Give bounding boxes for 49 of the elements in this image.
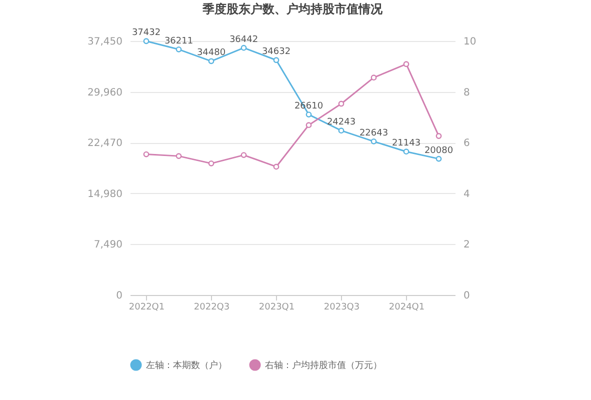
chart-title: 季度股东户数、户均持股市值情况: [202, 2, 384, 16]
point: [338, 128, 344, 134]
x-tick-label: 2023Q3: [324, 302, 360, 312]
point: [273, 164, 280, 170]
point: [240, 44, 247, 51]
legend-label: 左轴：本期数（户）: [146, 360, 227, 371]
y-tick-label: 29,960: [88, 87, 122, 98]
point: [338, 100, 344, 107]
data-label: 34632: [262, 47, 291, 58]
point: [436, 156, 442, 162]
data-label: 37432: [132, 28, 161, 38]
data-label: 34480: [196, 48, 226, 58]
point: [240, 152, 247, 158]
point: [370, 138, 377, 144]
x-tick-label: 2022Q3: [194, 302, 230, 312]
point: [403, 148, 410, 155]
x-tick-label: 2023Q1: [258, 302, 295, 312]
y2-tick-label: 2: [464, 240, 470, 251]
data-label: 36442: [229, 34, 258, 45]
point: [208, 160, 214, 166]
point: [176, 153, 182, 159]
y-tick-label: 22,470: [88, 138, 122, 150]
point: [273, 57, 280, 64]
point: [370, 74, 377, 81]
y-tick-label: 37,450: [88, 36, 122, 48]
point: [306, 112, 312, 118]
point: [436, 133, 442, 139]
y2-tick-label: 8: [464, 87, 470, 98]
point: [176, 46, 182, 52]
point: [306, 122, 312, 128]
y2-tick-label: 6: [464, 138, 470, 150]
data-label: 36211: [164, 36, 194, 46]
point: [403, 61, 410, 68]
point: [143, 38, 150, 44]
point: [208, 58, 214, 64]
legend-label: 右轴：户均持股市值（万元）: [265, 360, 382, 371]
point: [143, 151, 150, 158]
data-label: 20080: [424, 146, 454, 156]
x-tick-label: 2022Q1: [128, 302, 165, 312]
data-label: 22643: [359, 128, 388, 138]
y-tick-label: 14,980: [88, 188, 122, 200]
y2-tick-label: 4: [464, 188, 470, 200]
data-label: 24243: [326, 118, 356, 128]
data-label: 21143: [392, 138, 421, 149]
y-tick-label: 0: [116, 290, 122, 302]
y-tick-label: 7,490: [94, 240, 122, 251]
y2-tick-label: 0: [464, 290, 470, 302]
x-tick-label: 2024Q1: [388, 302, 425, 312]
y2-tick-label: 10: [464, 36, 476, 48]
